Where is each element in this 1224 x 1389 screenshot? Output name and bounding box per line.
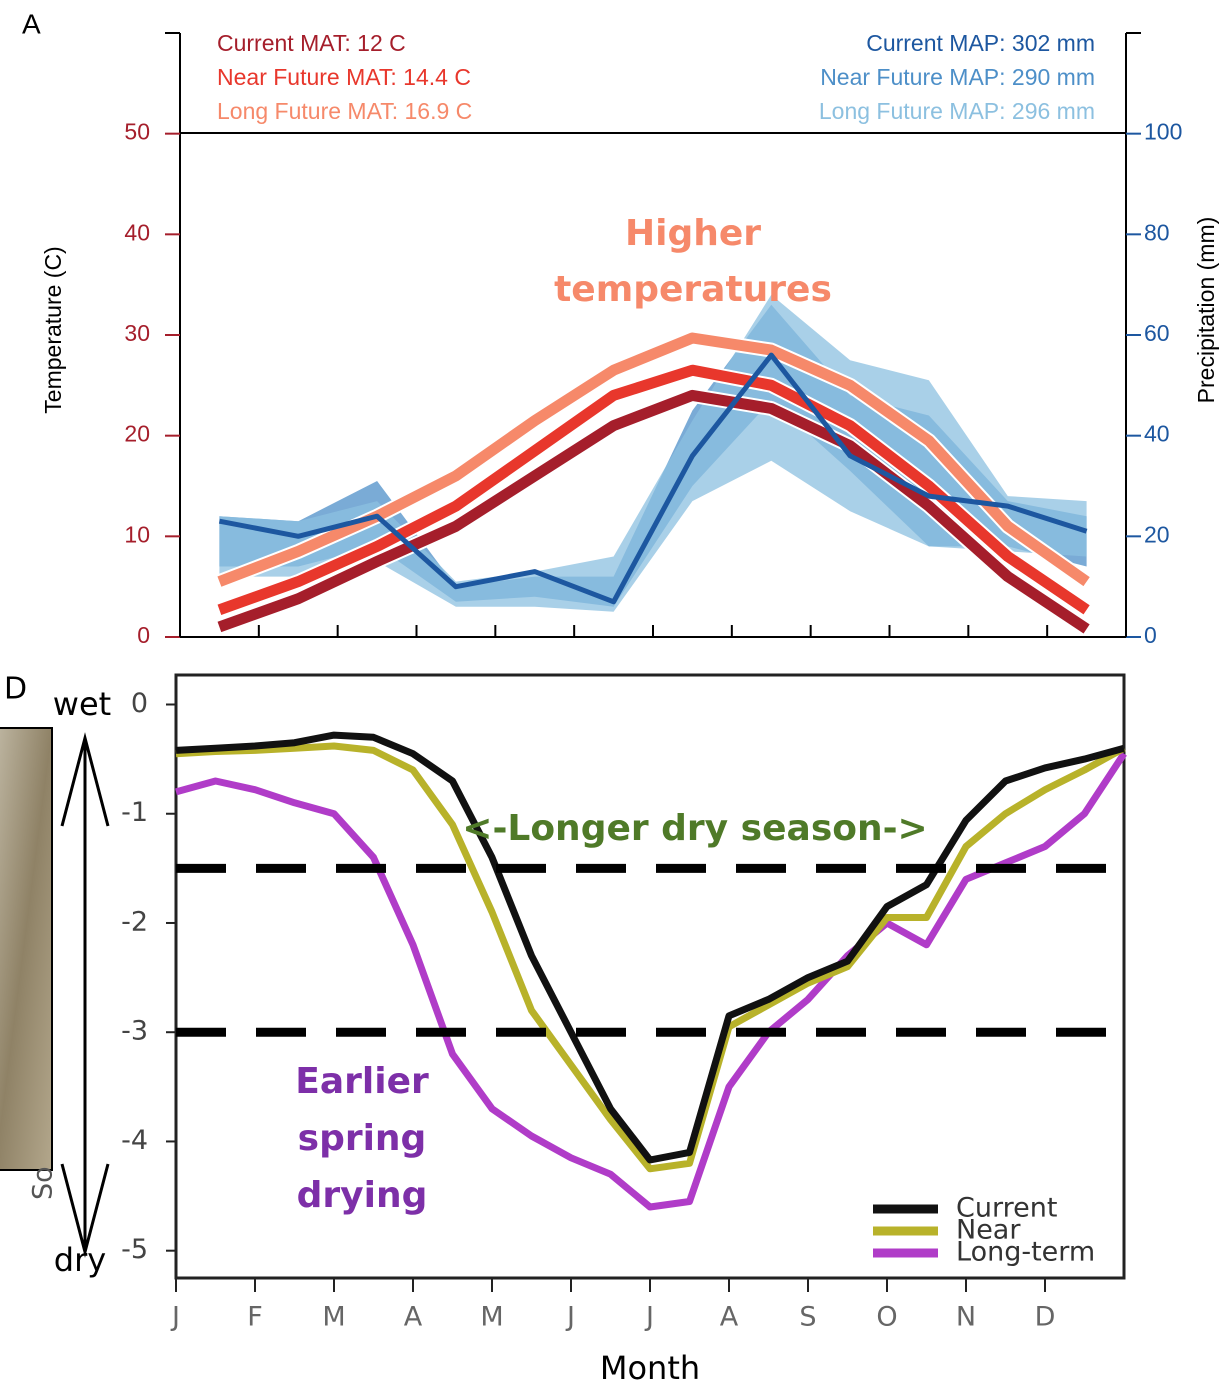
legend-entry: Near (956, 1215, 1021, 1246)
legend-entry: Current MAT: 12 C (217, 30, 406, 56)
panel-label: A (22, 8, 41, 39)
x-tick-label: A (404, 1302, 423, 1333)
annotation: <-Longer dry season-> (462, 808, 927, 849)
photo-inset (0, 727, 53, 1171)
arrow-head (60, 1163, 110, 1258)
legend-entry: Near Future MAP: 290 mm (820, 64, 1095, 90)
legend-entry: Long-term (956, 1237, 1095, 1268)
label-bg (0, 660, 20, 700)
precip-band (219, 294, 1087, 612)
x-tick-label: A (720, 1302, 739, 1333)
x-tick-label: F (247, 1302, 263, 1333)
x-tick-label: J (565, 1302, 575, 1333)
y-tick-label: 50 (124, 119, 150, 145)
y-axis-label: Temperature (C) (40, 246, 66, 413)
annotation: Earlier (295, 1061, 429, 1102)
y-tick-label: -5 (121, 1234, 148, 1265)
y-tick-label: -3 (121, 1016, 148, 1047)
y2-tick-label: 20 (1144, 521, 1170, 547)
precip-line (218, 352, 1088, 605)
y2-tick-label: 80 (1144, 219, 1170, 245)
y-tick-label: 40 (124, 219, 150, 245)
soil-water-line (175, 751, 1127, 1211)
wet-label: wet (53, 685, 111, 723)
x-tick-label: D (1035, 1302, 1056, 1333)
temperature-line (217, 389, 1090, 634)
x-tick-label: S (799, 1302, 816, 1333)
annotation: drying (297, 1175, 428, 1216)
panel-d: So D wet dry 0 -1 -2 -3 -4 -5 J F M A M J J A S O N D Mont… (0, 660, 1127, 1387)
y2-tick-label: 100 (1144, 119, 1182, 145)
y2-tick-label: 0 (1144, 622, 1157, 648)
y2-tick-label: 60 (1144, 320, 1170, 346)
annotation: spring (298, 1118, 427, 1159)
legend-entry: Current (956, 1193, 1057, 1224)
soil-water-line (175, 731, 1125, 1164)
inset-label: So (28, 1166, 59, 1200)
arrow-head (60, 732, 110, 827)
x-tick-label: N (956, 1302, 976, 1333)
y-tick-label: -1 (121, 797, 148, 828)
x-tick-label: O (876, 1302, 897, 1333)
soil-water-line (175, 742, 1126, 1173)
y-tick-label: -4 (121, 1125, 148, 1156)
legend-entry: Near Future MAT: 14.4 C (217, 64, 471, 90)
y-tick-label: 0 (131, 688, 148, 719)
y-tick-label: 30 (124, 320, 150, 346)
y2-tick-label: 40 (1144, 421, 1170, 447)
annotation: temperatures (554, 269, 832, 310)
x-tick-label: J (170, 1302, 180, 1333)
panel-label: D (4, 672, 27, 707)
y-tick-label: 10 (124, 521, 150, 547)
x-tick-label: M (480, 1302, 503, 1333)
y-tick-label: -2 (121, 906, 148, 937)
x-tick-label: J (644, 1302, 654, 1333)
legend-entry: Long Future MAT: 16.9 C (217, 98, 472, 124)
legend-entry: Current MAP: 302 mm (866, 30, 1095, 56)
x-tick-label: M (322, 1302, 345, 1333)
x-axis-label: Month (600, 1349, 700, 1387)
y-tick-label: 0 (137, 622, 150, 648)
panel-a: A 0 10 20 30 40 50 0 20 40 60 80 100 Temperature (C)… (22, 8, 1219, 648)
y-tick-label: 20 (124, 421, 150, 447)
legend-entry: Long Future MAP: 296 mm (819, 98, 1095, 124)
y2-axis-label: Precipitation (mm) (1193, 217, 1219, 404)
annotation: Higher (625, 213, 761, 254)
dry-label: dry (54, 1241, 106, 1279)
